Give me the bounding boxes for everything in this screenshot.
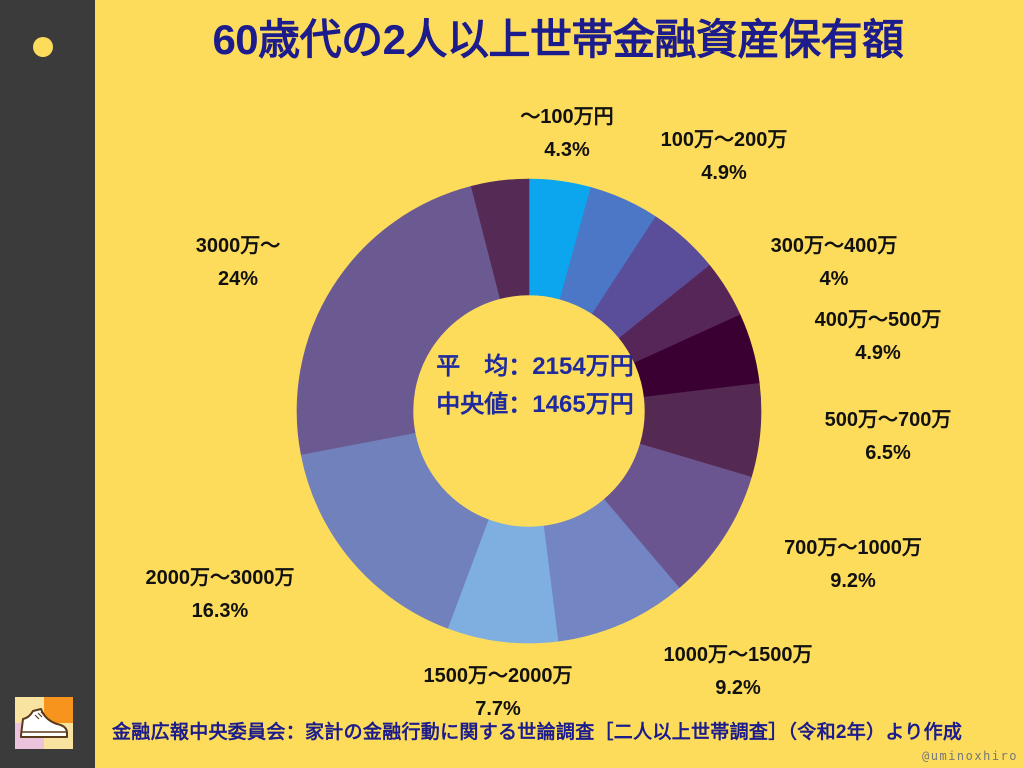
slice-label-700-1000man: 700万～1000万 9.2% xyxy=(784,532,922,598)
donut-slice-10 xyxy=(300,432,489,629)
slice-label-name: ～100万円 xyxy=(520,106,614,128)
donut-slice-12 xyxy=(470,178,530,300)
slice-label-name: 500万～700万 xyxy=(824,409,952,431)
slice-label-pct: 4% xyxy=(819,268,849,290)
slice-label-over-3000man: 3000万～ 24% xyxy=(196,230,281,296)
slice-label-name: 1500万～2000万 xyxy=(423,665,573,687)
slice-label-name: 700万～1000万 xyxy=(784,537,922,559)
slice-label-name: 300万～400万 xyxy=(770,235,898,257)
slice-label-pct: 7.7% xyxy=(475,698,521,720)
slice-label-pct: 24% xyxy=(217,268,259,290)
slice-label-pct: 6.5% xyxy=(865,442,911,464)
slice-label-100-200man: 100万～200万 4.9% xyxy=(661,124,788,190)
median-annotation: 中央値：1465万円 xyxy=(436,391,634,418)
slice-label-300-400man: 300万～400万 4% xyxy=(771,230,898,296)
source-note: 金融広報中央委員会：家計の金融行動に関する世論調査［二人以上世帯調査］（令和2年… xyxy=(112,722,963,743)
slice-label-name: 100万～200万 xyxy=(660,129,788,151)
circle-dot-icon xyxy=(33,37,53,57)
slice-label-pct: 4.9% xyxy=(855,342,901,364)
slice-label-2000-3000man: 2000万～3000万 16.3% xyxy=(146,562,295,628)
slice-label-under-100man: ～100万円 4.3% xyxy=(520,101,613,167)
sneaker-logo-icon xyxy=(15,697,73,749)
slice-label-pct: 4.9% xyxy=(701,162,747,184)
donut-slice-11 xyxy=(296,185,501,455)
slice-label-pct: 16.3% xyxy=(191,600,249,622)
slice-label-1500-2000man: 1500万～2000万 7.7% xyxy=(424,660,573,726)
watermark: @uminoxhiro xyxy=(922,749,1018,763)
slice-label-500-700man: 500万～700万 6.5% xyxy=(825,404,952,470)
slice-label-name: 400万～500万 xyxy=(814,309,942,331)
donut-slices xyxy=(296,178,762,644)
slice-label-pct: 9.2% xyxy=(830,570,876,592)
slice-label-400-500man: 400万～500万 4.9% xyxy=(815,304,942,370)
chart-title: 60歳代の2人以上世帯金融資産保有額 xyxy=(212,16,904,63)
slice-label-pct: 9.2% xyxy=(715,677,761,699)
slice-label-name: 3000万～ xyxy=(195,235,281,257)
slice-label-name: 1000万～1500万 xyxy=(663,644,813,666)
sidebar xyxy=(0,0,95,768)
slice-label-pct: 4.3% xyxy=(544,139,590,161)
slice-label-name: 2000万～3000万 xyxy=(145,567,295,589)
slice-label-1000-1500man: 1000万～1500万 9.2% xyxy=(664,639,813,705)
center-annotation: 平 均：2154万円 中央値：1465万円 xyxy=(436,348,633,424)
average-annotation: 平 均：2154万円 xyxy=(436,353,634,380)
